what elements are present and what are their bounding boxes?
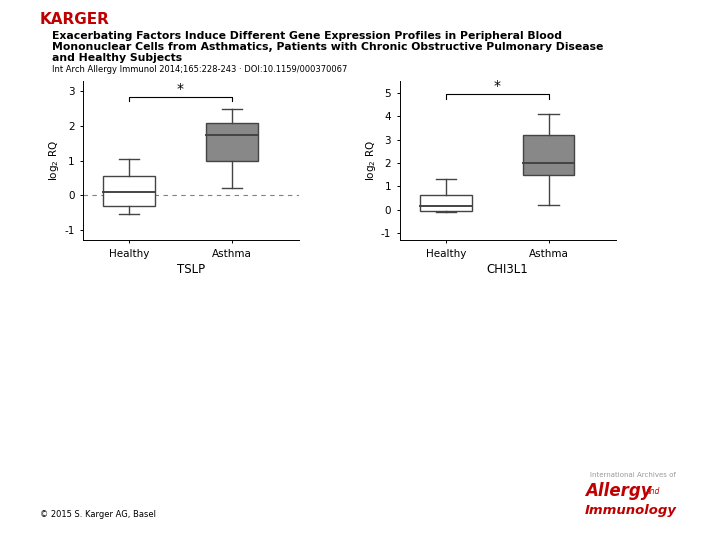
- X-axis label: CHI3L1: CHI3L1: [487, 263, 528, 276]
- Text: © 2015 S. Karger AG, Basel: © 2015 S. Karger AG, Basel: [40, 510, 156, 519]
- Text: Mononuclear Cells from Asthmatics, Patients with Chronic Obstructive Pulmonary D: Mononuclear Cells from Asthmatics, Patie…: [52, 42, 603, 52]
- Bar: [206, 123, 258, 160]
- Y-axis label: log$_2$ RQ: log$_2$ RQ: [48, 140, 61, 181]
- Text: *: *: [177, 82, 184, 96]
- Y-axis label: log$_2$ RQ: log$_2$ RQ: [364, 140, 378, 181]
- Text: and Healthy Subjects: and Healthy Subjects: [52, 53, 182, 63]
- Text: and: and: [646, 487, 660, 496]
- Text: Int Arch Allergy Immunol 2014;165:228-243 · DOI:10.1159/000370067: Int Arch Allergy Immunol 2014;165:228-24…: [52, 65, 347, 74]
- Text: International Archives of: International Archives of: [590, 472, 676, 478]
- Text: KARGER: KARGER: [40, 12, 109, 27]
- Text: Immunology: Immunology: [585, 504, 677, 517]
- Bar: [104, 176, 155, 206]
- X-axis label: TSLP: TSLP: [176, 263, 205, 276]
- Text: *: *: [494, 79, 501, 93]
- Text: Exacerbating Factors Induce Different Gene Expression Profiles in Peripheral Blo: Exacerbating Factors Induce Different Ge…: [52, 31, 562, 42]
- Bar: [523, 135, 575, 175]
- Text: Allergy: Allergy: [585, 482, 652, 500]
- Bar: [420, 194, 472, 211]
